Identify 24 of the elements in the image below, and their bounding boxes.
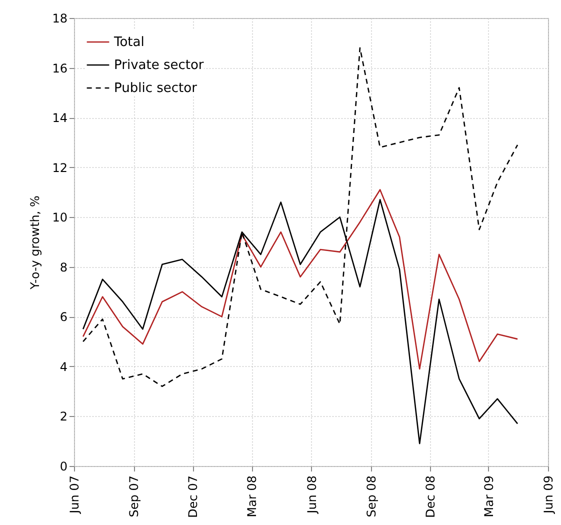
x-tick-label: Jun 09 bbox=[542, 476, 556, 514]
x-tick-label: Sep 08 bbox=[364, 476, 378, 518]
legend-label: Private sector bbox=[114, 58, 204, 73]
y-tick-label: 12 bbox=[52, 160, 68, 175]
x-tick-label: Jun 08 bbox=[304, 476, 319, 514]
y-tick-label: 2 bbox=[60, 410, 68, 424]
x-tick-label: Jun 07 bbox=[68, 476, 82, 514]
legend-label: Total bbox=[113, 35, 144, 50]
x-tick-label: Mar 09 bbox=[482, 476, 496, 518]
x-tick-label: Sep 07 bbox=[127, 476, 142, 518]
line-series bbox=[82, 189, 518, 370]
y-tick-label: 0 bbox=[60, 460, 68, 474]
x-tick-label: Dec 08 bbox=[423, 476, 438, 518]
y-tick-label: 18 bbox=[52, 12, 68, 26]
y-tick-label: 8 bbox=[60, 260, 68, 274]
legend-label: Public sector bbox=[114, 81, 198, 96]
y-tick-label: 10 bbox=[52, 210, 68, 225]
y-tick-label: 14 bbox=[52, 111, 68, 126]
y-tick-label: 16 bbox=[52, 61, 68, 76]
y-axis-title: Y-o-y growth, % bbox=[28, 196, 42, 290]
y-tick-label: 4 bbox=[60, 360, 68, 374]
x-tick-label: Dec 07 bbox=[186, 476, 200, 518]
x-tick-label: Mar 08 bbox=[245, 476, 260, 518]
y-tick-label: 6 bbox=[60, 310, 68, 324]
